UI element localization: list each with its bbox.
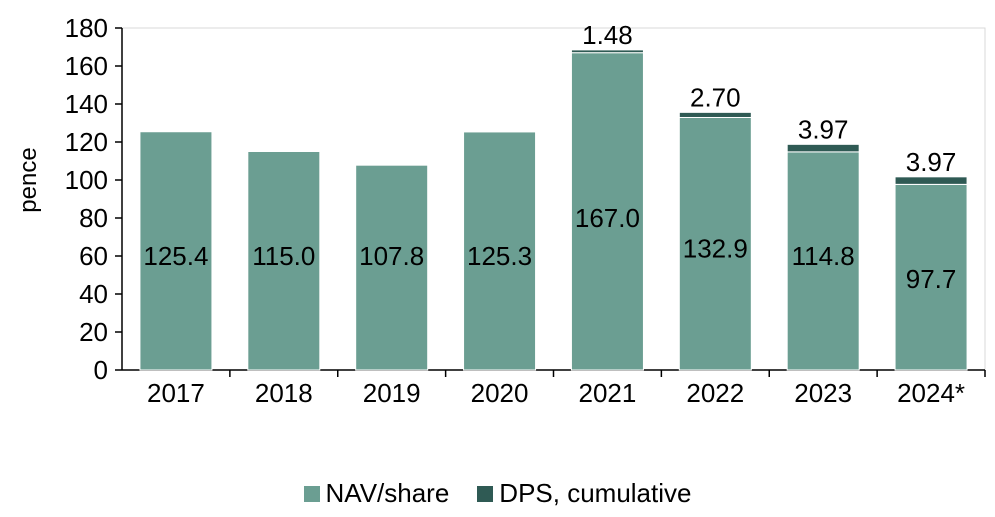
x-tick-label: 2021: [579, 378, 637, 408]
y-tick-label: 40: [79, 279, 108, 309]
legend-label-dps: DPS, cumulative: [499, 478, 692, 508]
data-label-dps: 1.48: [582, 20, 633, 50]
y-tick-label: 60: [79, 241, 108, 271]
legend-item-nav: NAV/share: [303, 478, 450, 509]
bar-dps-cumulative: [786, 143, 860, 153]
x-tick-label: 2019: [363, 378, 421, 408]
y-axis-label: pence: [15, 147, 42, 212]
data-label-nav: 167.0: [575, 203, 640, 233]
bar-nav-share: [570, 52, 644, 371]
y-tick-label: 20: [79, 317, 108, 347]
bar-dps-cumulative: [570, 49, 644, 54]
data-label-nav: 125.4: [143, 241, 208, 271]
bar-nav-share: [139, 131, 213, 371]
plot-area: 0 20 40 60 80 100 120 140 160 180 125.4 2017 115.0 20…: [65, 13, 986, 408]
x-tick-label: 2022: [686, 378, 744, 408]
y-tick-label: 180: [65, 13, 108, 43]
y-tick-label: 120: [65, 127, 108, 157]
legend-swatch-nav: [303, 485, 320, 502]
legend-label-nav: NAV/share: [325, 478, 450, 508]
data-label-dps: 2.70: [690, 82, 741, 112]
x-tick-label: 2018: [255, 378, 313, 408]
data-label-dps: 3.97: [906, 147, 957, 177]
x-tick-label: 2017: [147, 378, 205, 408]
bar-nav-share: [247, 151, 321, 371]
y-tick-label: 140: [65, 89, 108, 119]
legend-item-dps: DPS, cumulative: [477, 478, 691, 509]
legend: NAV/share DPS, cumulative: [0, 478, 995, 509]
y-tick-label: 100: [65, 165, 108, 195]
bar-dps-cumulative: [894, 176, 968, 185]
bar-nav-share: [355, 164, 429, 371]
data-label-nav: 132.9: [683, 233, 748, 263]
data-label-nav: 114.8: [792, 241, 855, 271]
data-label-nav: 107.8: [359, 241, 424, 271]
data-label-dps: 3.97: [798, 114, 849, 144]
bar-dps-cumulative: [678, 111, 752, 118]
y-tick-label: 80: [79, 203, 108, 233]
x-tick-label: 2024*: [897, 378, 965, 408]
legend-swatch-dps: [477, 485, 494, 502]
y-tick-label: 0: [94, 355, 108, 385]
x-tick-label: 2023: [794, 378, 852, 408]
data-label-nav: 115.0: [252, 241, 315, 271]
chart: pence 0 20 40 60 80 100 120 140 160 180 125.4 2017 1…: [15, 13, 986, 408]
data-label-nav: 125.3: [467, 241, 532, 271]
bar-nav-share: [463, 131, 537, 371]
x-tick-label: 2020: [471, 378, 529, 408]
bar-nav-share: [894, 183, 968, 371]
bar-nav-share: [786, 151, 860, 371]
data-label-nav: 97.7: [906, 264, 957, 294]
y-tick-label: 160: [65, 51, 108, 81]
